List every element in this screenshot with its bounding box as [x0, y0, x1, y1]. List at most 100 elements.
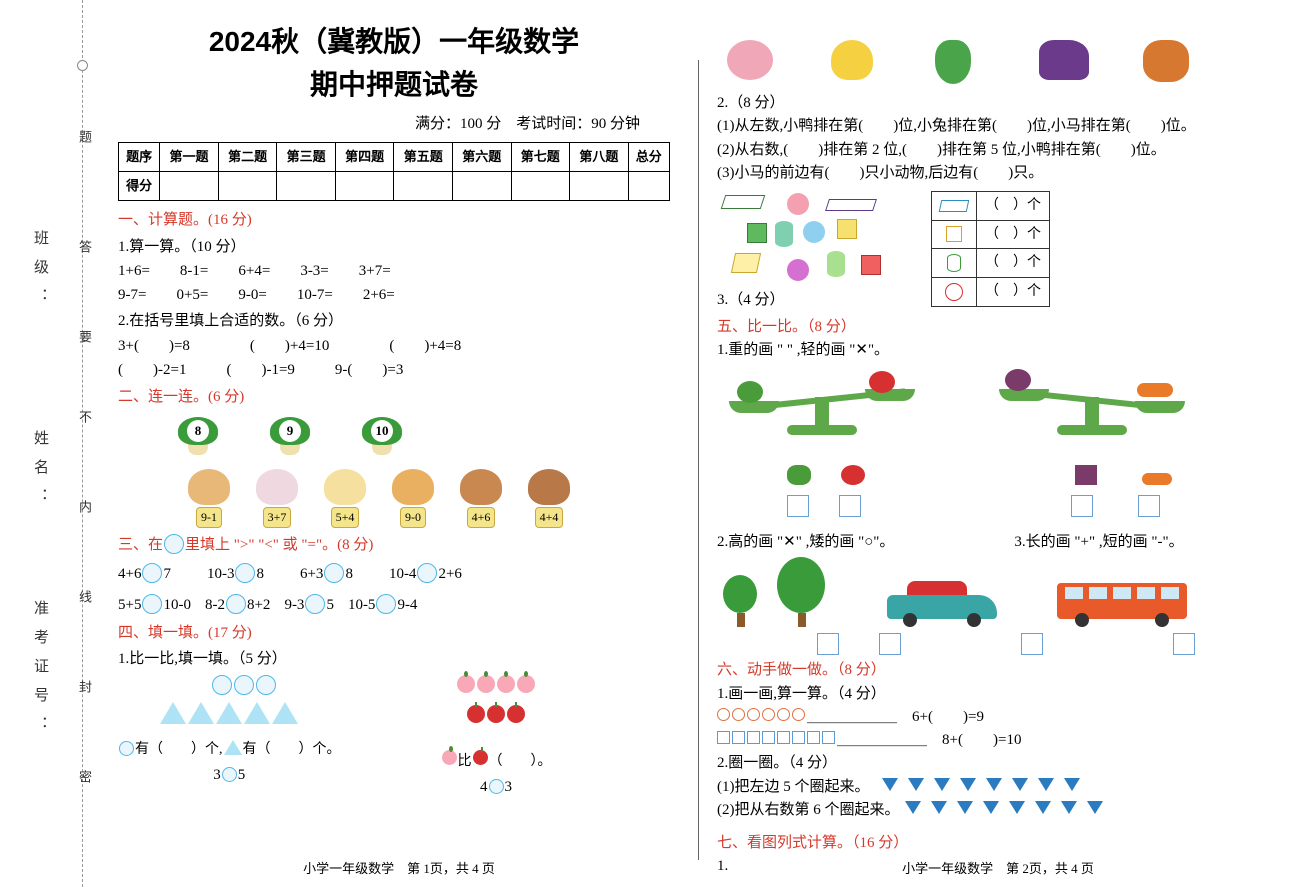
- toy-animals-row: [717, 40, 1269, 88]
- seal-char: 线: [75, 590, 94, 603]
- calc-item: 9-0=: [238, 284, 266, 307]
- score-header: 第六题: [452, 143, 511, 172]
- sec4-sub1: 1.比一比,填一填。（5 分）: [118, 648, 670, 671]
- binding-margin: 班级： 姓名： 准考证号： 题 答 要 不 内 线 封 密: [0, 0, 100, 887]
- calc-item: 3+7=: [359, 260, 391, 283]
- label-name: 姓名：: [30, 430, 51, 517]
- seal-char: 密: [75, 770, 94, 783]
- label-class: 班级：: [30, 230, 51, 317]
- pig-icon: [727, 40, 783, 88]
- section-7-title: 七、看图列式计算。（16 分）: [717, 832, 1269, 855]
- score-row-label: 得分: [119, 172, 160, 201]
- height-length-row: [717, 557, 1269, 627]
- fill-item: ( )+4=10: [250, 335, 329, 358]
- cmp-item: 10-38: [207, 563, 264, 586]
- car-icon: [887, 583, 997, 627]
- balance-scale-icon: [717, 369, 927, 459]
- compare-boxes: [717, 633, 1269, 655]
- score-cell: [452, 172, 511, 201]
- score-header: 第三题: [277, 143, 336, 172]
- sec4-q2-title: 2.（8 分）: [717, 92, 1269, 115]
- scales-row: [717, 369, 1269, 459]
- seal-char: 不: [75, 410, 94, 423]
- animal-expr: 5+4: [331, 507, 360, 528]
- calc-row: 1+6= 8-1= 6+4= 3-3= 3+7=: [118, 260, 670, 283]
- animal-chick-icon: 5+4: [324, 469, 366, 528]
- sec4-q2-line: (1)从左数,小鸭排在第( )位,小兔排在第( )位,小马排在第( )位。: [717, 115, 1269, 138]
- score-header: 第八题: [570, 143, 629, 172]
- calc-item: 9-7=: [118, 284, 146, 307]
- fill-item: 9-( )=3: [335, 359, 403, 382]
- section-5-title: 五、比一比。（8 分）: [717, 316, 1269, 339]
- seal-char: 答: [75, 240, 94, 253]
- count-cell: （ ）个: [977, 249, 1050, 278]
- label-id: 准考证号：: [30, 600, 51, 745]
- solids-pile: [717, 191, 917, 301]
- blank-circle-icon: [164, 534, 184, 554]
- fill-item: 3+( )=8: [118, 335, 190, 358]
- animal-expr: 3+7: [263, 507, 292, 528]
- section-6-title: 六、动手做一做。（8 分）: [717, 659, 1269, 682]
- peach-apple-group: 比（ ）。 43: [441, 675, 552, 799]
- circle-line-2: (2)把从右数第 6 个圈起来。: [717, 799, 1269, 822]
- mushroom-number: 8: [187, 420, 209, 442]
- mushroom-number: 9: [279, 420, 301, 442]
- trees-icon: [723, 557, 827, 627]
- shape-cmp-text: 35: [118, 764, 341, 787]
- score-header: 第四题: [335, 143, 394, 172]
- sec3-pre: 三、在: [118, 537, 163, 553]
- draw-line-1: ＿＿＿＿＿＿ 6+( )=9: [717, 706, 1269, 729]
- sphere-icon: [945, 283, 963, 301]
- section-3-title: 三、在 里填上 ">" "<" 或 "="。(8 分): [118, 534, 670, 557]
- count-cell: （ ）个: [977, 278, 1050, 307]
- score-header: 第五题: [394, 143, 453, 172]
- score-cell: [218, 172, 277, 201]
- animal-expr: 9-0: [400, 507, 426, 528]
- sec3-post: 里填上 ">" "<" 或 "="。(8 分): [185, 537, 373, 553]
- calc-item: 8-1=: [180, 260, 208, 283]
- calc-item: 6+4=: [238, 260, 270, 283]
- sec5-sub3: 3.长的画 "+" ,短的画 "-"。: [1014, 531, 1183, 554]
- seal-char: 封: [75, 680, 94, 693]
- seal-char: 题: [75, 130, 94, 143]
- animal-expr: 4+4: [535, 507, 564, 528]
- cmp-item: 8-28+2: [205, 594, 270, 617]
- sec1-sub2: 2.在括号里填上合适的数。（6 分）: [118, 310, 670, 333]
- animal-expr: 9-1: [196, 507, 222, 528]
- score-cell: [511, 172, 570, 201]
- cube-icon: [946, 226, 962, 242]
- page-footer: 小学一年级数学 第 1页，共 4 页: [100, 859, 698, 879]
- score-cell: [335, 172, 394, 201]
- fill-row: 3+( )=8 ( )+4=10 ( )+4=8: [118, 335, 670, 358]
- calc-item: 0+5=: [176, 284, 208, 307]
- calc-row: 9-7= 0+5= 9-0= 10-7= 2+6=: [118, 284, 670, 307]
- fruit-cmp-text: 比（ ）。: [441, 750, 552, 773]
- section-1-title: 一、计算题。(16 分): [118, 209, 670, 232]
- animal-monkey2-icon: 4+4: [528, 469, 570, 528]
- seal-char: 内: [75, 500, 94, 513]
- cmp-item: 10-42+6: [389, 563, 462, 586]
- mushroom-icon: 8: [178, 417, 218, 455]
- animal-dog-icon: 9-0: [392, 469, 434, 528]
- cmp-item: 5+510-0: [118, 594, 191, 617]
- fruit-cmp-num: 43: [441, 776, 552, 799]
- animal-monkey-icon: 4+6: [460, 469, 502, 528]
- rabbit-icon: [935, 40, 991, 88]
- title-line2: 期中押题试卷: [118, 63, 670, 106]
- animals-row: 9-1 3+7 5+4 9-0 4+6 4+4: [118, 469, 670, 528]
- circles-triangles-group: 有（ ）个,有（ ）个。 35: [118, 675, 341, 787]
- compare-row: 4+67 10-38 6+38 10-42+6: [118, 563, 670, 586]
- sec4-q2-line: (2)从右数,( )排在第 2 位,( )排在第 5 位,小鸭排在第( )位。: [717, 139, 1269, 162]
- circle-line-1: (1)把左边 5 个圈起来。: [717, 776, 1269, 799]
- title-line1: 2024秋（冀教版）一年级数学: [118, 20, 670, 63]
- score-cell: [570, 172, 629, 201]
- sec1-sub1: 1.算一算。（10 分）: [118, 236, 670, 259]
- animal-sheep-icon: 3+7: [256, 469, 298, 528]
- bus-icon: [1057, 577, 1187, 627]
- sec6-sub1: 1.画一画,算一算。（4 分）: [717, 683, 1269, 706]
- sec6-sub2: 2.圈一圈。（4 分）: [717, 752, 1269, 775]
- mushroom-row: 8 9 10: [118, 417, 670, 455]
- mushroom-icon: 9: [270, 417, 310, 455]
- score-header: 总分: [628, 143, 669, 172]
- exam-meta: 满分：100 分 考试时间：90 分钟: [118, 113, 640, 136]
